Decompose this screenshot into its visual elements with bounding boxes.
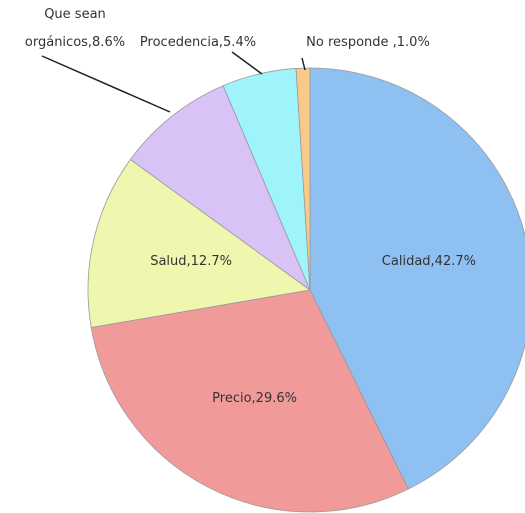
data-label: Precio,29.6% (212, 390, 297, 406)
data-label: Que sean orgánicos,8.6% (24, 7, 126, 50)
pie-slice (295, 67, 311, 291)
pie-slice (309, 67, 525, 490)
pie-slice (129, 85, 311, 292)
data-label: Calidad,42.7% (381, 254, 476, 270)
leader-line (41, 55, 171, 113)
leader-line (231, 51, 263, 75)
pie-slice (87, 158, 312, 328)
data-label: No responde ,1.0% (306, 35, 430, 50)
data-label: Salud,12.7% (150, 254, 232, 270)
pie-slice (90, 289, 409, 513)
data-label: Procedencia,5.4% (139, 35, 257, 50)
leader-line (301, 57, 306, 71)
